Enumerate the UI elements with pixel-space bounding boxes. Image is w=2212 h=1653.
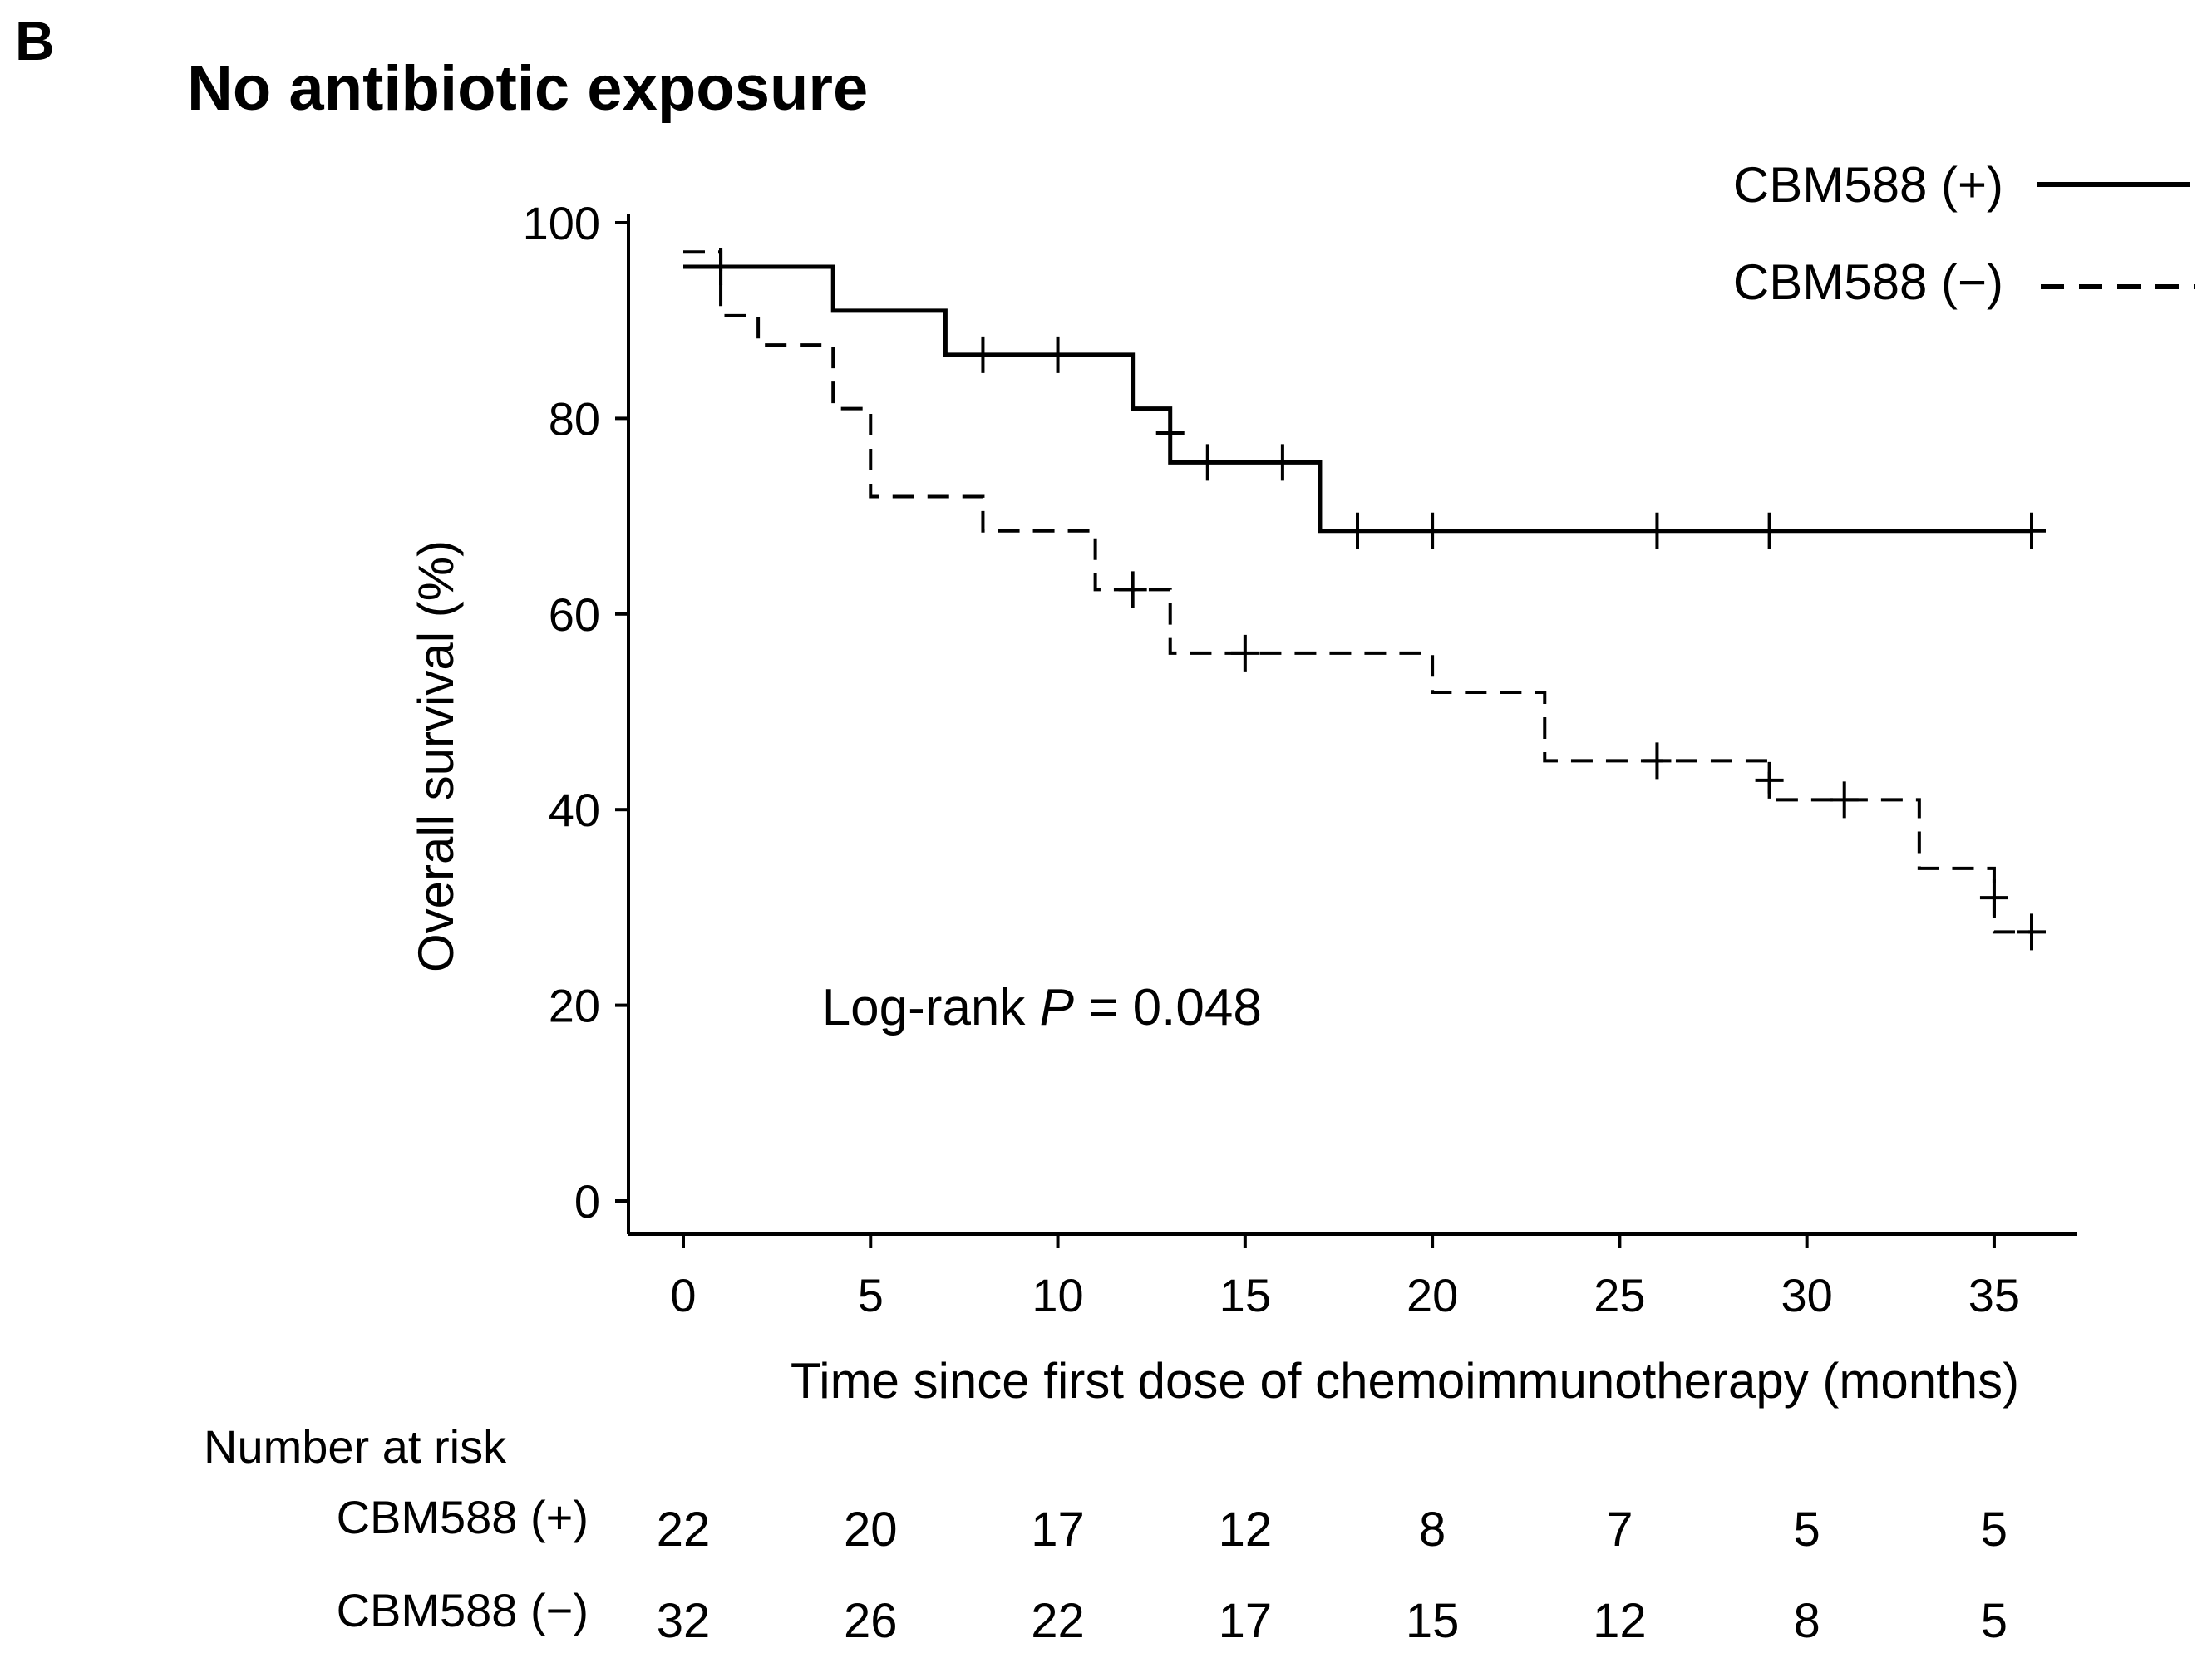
censor-mark-cbm588-minus xyxy=(1643,742,1672,780)
risk-value-cbm588-minus: 26 xyxy=(844,1594,898,1648)
axes xyxy=(627,214,2077,1236)
risk-value-cbm588-minus: 12 xyxy=(1593,1594,1647,1648)
risk-value-cbm588-plus: 7 xyxy=(1606,1503,1633,1557)
legend: CBM588 (+) CBM588 (−) xyxy=(1733,157,2195,310)
x-tick-label: 35 xyxy=(1968,1269,2020,1321)
y-tick-label: 20 xyxy=(549,980,600,1032)
x-tick-label: 5 xyxy=(858,1269,884,1321)
x-tick-label: 30 xyxy=(1781,1269,1833,1321)
censor-mark-cbm588-plus xyxy=(1643,512,1672,549)
y-tick-label: 0 xyxy=(574,1175,600,1227)
censor-mark-cbm588-minus xyxy=(1830,781,1859,819)
risk-row-label-cbm588-minus: CBM588 (−) xyxy=(337,1584,589,1636)
censor-mark-cbm588-plus xyxy=(2017,512,2046,549)
x-ticks: 0 5 10 15 20 25 30 35 xyxy=(670,1234,2020,1321)
risk-value-cbm588-minus: 32 xyxy=(657,1594,711,1648)
risk-value-cbm588-plus: 5 xyxy=(1794,1503,1820,1557)
logrank-value: = 0.048 xyxy=(1074,979,1262,1036)
censor-mark-cbm588-plus xyxy=(1268,444,1297,481)
x-tick-label: 25 xyxy=(1594,1269,1645,1321)
risk-value-cbm588-plus: 22 xyxy=(657,1503,711,1557)
censor-mark-cbm588-plus xyxy=(968,336,998,373)
risk-row-label-cbm588-plus: CBM588 (+) xyxy=(337,1491,589,1543)
logrank-p-symbol: P xyxy=(1040,979,1074,1036)
censor-mark-cbm588-minus xyxy=(1118,571,1147,608)
y-axis-label: Overall survival (%) xyxy=(408,540,464,972)
risk-value-cbm588-plus: 8 xyxy=(1419,1503,1446,1557)
risk-value-cbm588-plus: 20 xyxy=(844,1503,898,1557)
risk-table-heading: Number at risk xyxy=(204,1420,507,1473)
x-axis-label: Time since first dose of chemoimmunother… xyxy=(791,1353,2019,1409)
y-tick-label: 40 xyxy=(549,784,600,836)
logrank-annotation: Log-rank P = 0.048 xyxy=(822,979,1262,1036)
logrank-prefix: Log-rank xyxy=(822,979,1040,1036)
curve-cbm588-minus xyxy=(683,250,2032,934)
censor-mark-cbm588-plus xyxy=(1155,415,1185,452)
x-tick-label: 20 xyxy=(1407,1269,1458,1321)
risk-value-cbm588-minus: 5 xyxy=(1981,1594,2008,1648)
censor-mark-cbm588-minus xyxy=(2017,913,2046,951)
risk-value-cbm588-plus: 12 xyxy=(1219,1503,1273,1557)
legend-label-cbm588-minus: CBM588 (−) xyxy=(1733,254,2003,310)
x-tick-label: 15 xyxy=(1219,1269,1271,1321)
censor-mark-cbm588-plus xyxy=(1193,444,1222,481)
curve-cbm588-plus xyxy=(683,264,2032,534)
survival-curves xyxy=(683,250,2032,934)
risk-value-cbm588-plus: 5 xyxy=(1981,1503,2008,1557)
censor-mark-cbm588-minus xyxy=(1755,761,1784,799)
censor-mark-cbm588-plus xyxy=(1755,512,1784,549)
y-tick-label: 60 xyxy=(549,588,600,641)
y-tick-label: 100 xyxy=(523,197,600,249)
censor-mark-cbm588-minus xyxy=(1979,879,2008,917)
risk-table: Number at risk CBM588 (+) CBM588 (−) xyxy=(204,1420,589,1636)
y-ticks: 0 20 40 60 80 100 xyxy=(523,197,628,1227)
legend-label-cbm588-plus: CBM588 (+) xyxy=(1733,157,2003,213)
y-tick-label: 80 xyxy=(549,392,600,445)
censor-mark-cbm588-plus xyxy=(1343,512,1372,549)
risk-value-cbm588-minus: 22 xyxy=(1031,1594,1085,1648)
panel-letter: B xyxy=(15,10,55,71)
chart-title: No antibiotic exposure xyxy=(187,53,868,124)
censor-mark-cbm588-minus xyxy=(1230,634,1259,672)
risk-value-cbm588-minus: 15 xyxy=(1406,1594,1460,1648)
x-tick-label: 10 xyxy=(1032,1269,1083,1321)
censor-mark-cbm588-minus xyxy=(707,248,736,285)
censor-marks xyxy=(707,248,2046,951)
censor-mark-cbm588-plus xyxy=(1043,336,1072,373)
risk-value-cbm588-minus: 8 xyxy=(1794,1594,1820,1648)
censor-mark-cbm588-plus xyxy=(1418,512,1447,549)
x-tick-label: 0 xyxy=(670,1269,696,1321)
risk-value-cbm588-minus: 17 xyxy=(1219,1594,1273,1648)
risk-value-cbm588-plus: 17 xyxy=(1031,1503,1085,1557)
risk-values: 22 20 17 12 8 7 5 5 32 26 22 17 15 12 8 5 xyxy=(657,1503,2008,1648)
